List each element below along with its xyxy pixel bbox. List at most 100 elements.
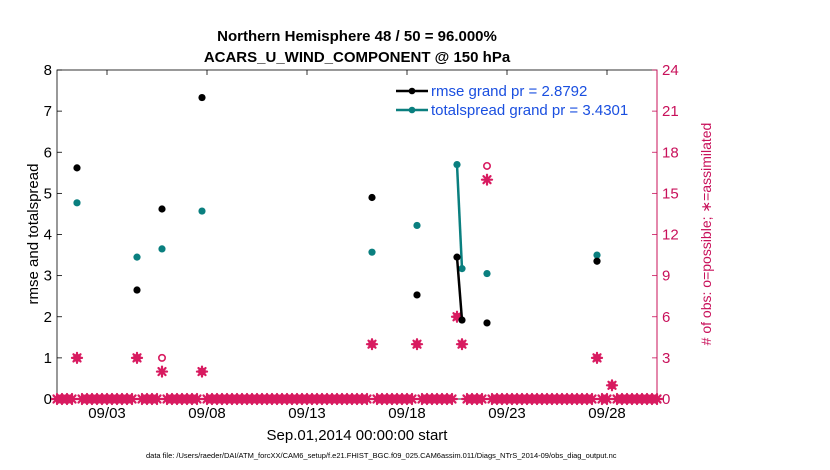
totalspread-point [483,269,491,278]
zero-obs-marker-stroke [362,394,372,404]
zero-obs-marker-stroke [152,394,162,404]
y-left-tick-label: 1 [44,350,52,367]
zero-obs-marker [585,392,599,406]
obs-assimilated-marker-stroke [157,366,167,377]
zero-obs-marker [600,392,614,406]
totalspread-point [73,199,81,207]
obs-assimilated-marker-stroke [132,353,142,363]
legend-rmse-marker [408,87,416,95]
totalspread-point [453,160,461,169]
y-left-tick-label: 6 [44,144,52,161]
y-left-tick-label: 0 [44,391,52,408]
y-axis-left: 0 1 2 3 4 5 6 7 8 [44,62,62,408]
obs-assimilated-marker-stroke [72,353,82,363]
obs-assimilated-marker-stroke [592,353,602,363]
y-right-tick-label: 0 [662,391,670,408]
rmse-point [198,93,206,102]
x-tick-label: 09/13 [288,405,326,422]
totalspread-point [593,251,601,259]
y-right-tick-label: 18 [662,144,679,161]
y-left-tick-label: 7 [44,103,52,120]
x-axis-label: Sep.01,2014 00:00:00 start [267,427,449,444]
plot-frame [56,69,658,400]
totalspread-line-segment [455,164,464,269]
zero-obs-markers [50,392,664,406]
zero-obs-marker [190,392,204,406]
rmse-point [593,257,601,265]
obs-assimilated-marker-stroke [367,339,377,349]
obs-assimilated-marker-stroke [607,380,617,390]
data-file-footer: data file: /Users/raeder/DAI/ATM_forcXX/… [146,451,617,460]
y-axis-left-label: rmse and totalspread [25,164,42,305]
obs-possible-marker [158,353,167,362]
obs-assimilated-marker [70,351,84,364]
obs-assimilated-marker-stroke [457,339,467,349]
obs-assimilated-marker-stroke [412,339,422,349]
y-axis-right: 0 3 6 9 12 15 18 21 24 [652,62,679,408]
obs-assimilated-marker [410,338,424,351]
zero-obs-marker-stroke [602,394,612,404]
rmse-point [368,193,376,202]
totalspread-point [198,207,206,215]
obs-assimilated-marker-stroke [482,175,492,185]
totalspread-point [413,221,421,230]
y-left-tick-label: 2 [44,309,52,326]
obs-count-markers [70,161,619,392]
x-tick-label: 09/23 [488,405,526,422]
obs-assimilated-marker [590,351,604,364]
chart-title-line2: ACARS_U_WIND_COMPONENT @ 150 hPa [204,49,511,66]
zero-obs-marker [650,392,664,406]
y-axis-right-label: # of obs: o=possible; ∗=assimilated [698,123,714,346]
rmse-point [73,164,81,172]
zero-obs-marker [445,392,459,406]
zero-obs-marker [65,392,79,406]
rmse-point [158,205,166,213]
y-right-tick-label: 24 [662,62,679,79]
legend: rmse grand pr = 2.8792 totalspread grand… [396,83,628,119]
totalspread-point [133,253,141,261]
obs-possible-marker [482,161,491,170]
x-tick-label: 09/03 [88,405,126,422]
y-right-tick-label: 21 [662,103,679,120]
y-right-tick-label: 3 [662,350,670,367]
totalspread-point [158,245,166,253]
obs-assimilated-marker-stroke [197,366,207,377]
y-right-tick-label: 9 [662,268,670,285]
x-tick-label: 09/08 [188,405,226,422]
obs-assimilated-marker [480,173,494,186]
rmse-point [458,316,466,324]
y-left-tick-label: 8 [44,62,52,79]
y-right-tick-label: 12 [662,227,679,244]
x-tick-label: 09/28 [588,405,626,422]
zero-obs-marker-stroke [67,394,77,404]
rmse-point [413,291,421,299]
chart-title-line1: Northern Hemisphere 48 / 50 = 96.000% [217,28,497,45]
legend-totalspread-marker [408,106,416,114]
obs-assimilated-marker [455,338,469,351]
y-right-tick-label: 6 [662,309,670,326]
rmse-point [453,253,461,261]
x-tick-label: 09/18 [388,405,426,422]
zero-obs-marker [405,392,419,406]
zero-obs-marker-stroke [407,394,417,404]
obs-assimilated-marker [605,379,619,392]
zero-obs-marker [150,392,164,406]
zero-obs-marker-stroke [192,394,202,404]
legend-rmse-label: rmse grand pr = 2.8792 [431,83,587,100]
y-left-tick-label: 3 [44,268,52,285]
rmse-point [133,286,141,294]
zero-obs-marker [475,392,489,406]
zero-obs-marker-stroke [447,394,457,404]
zero-obs-marker-stroke [477,394,487,404]
obs-assimilated-marker [155,365,169,378]
totalspread-point [458,265,466,273]
obs-assimilated-marker [130,351,144,364]
zero-obs-marker [360,392,374,406]
totalspread-point [368,248,376,256]
zero-obs-marker-stroke [127,394,137,404]
y-left-tick-label: 4 [44,227,52,244]
y-left-tick-label: 5 [44,185,52,202]
y-right-tick-label: 15 [662,185,679,202]
zero-obs-marker-stroke [587,394,597,404]
